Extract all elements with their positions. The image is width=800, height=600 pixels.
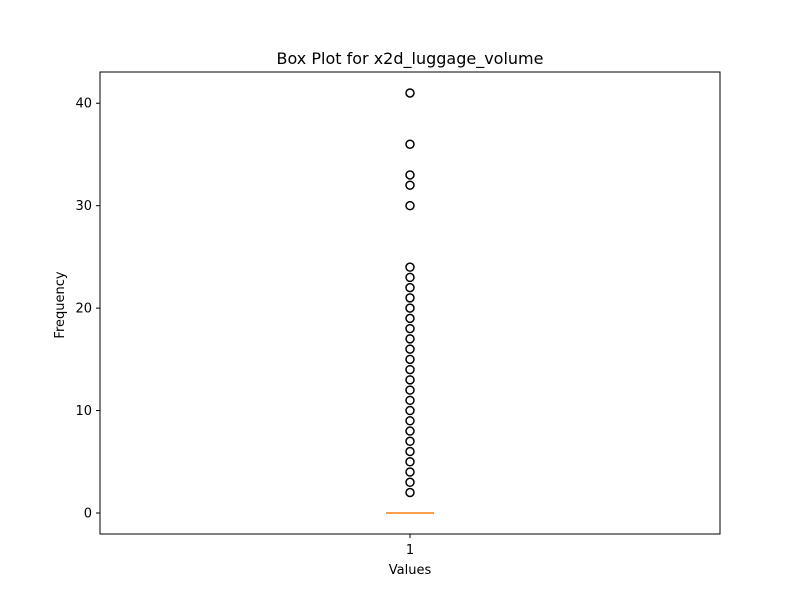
outlier-point xyxy=(405,457,415,467)
outlier-point xyxy=(405,487,415,498)
x-axis-label: Values xyxy=(389,563,432,578)
outlier-point xyxy=(405,416,415,426)
outlier-point xyxy=(405,354,415,365)
outlier-point xyxy=(405,323,415,334)
outlier-point xyxy=(405,293,415,303)
outlier-point xyxy=(405,395,415,406)
outlier-point xyxy=(405,88,415,98)
outlier-point xyxy=(405,375,415,385)
x-tick-label: 1 xyxy=(406,543,414,558)
y-tick-label: 0 xyxy=(84,507,92,522)
outlier-point xyxy=(405,282,415,293)
outlier-point xyxy=(405,446,415,457)
outlier-point xyxy=(405,426,415,436)
chart-title: Box Plot for x2d_luggage_volume xyxy=(277,49,544,69)
y-tick-label: 10 xyxy=(75,404,92,419)
outlier-point xyxy=(405,405,415,416)
outlier-point xyxy=(405,477,415,488)
y-tick-label: 30 xyxy=(75,199,92,214)
outlier-point xyxy=(405,313,415,324)
outlier-point xyxy=(405,262,415,272)
outlier-point xyxy=(405,364,415,375)
outlier-point xyxy=(405,334,415,344)
outlier-point xyxy=(405,272,415,283)
axes-frame xyxy=(99,71,721,535)
outlier-point xyxy=(405,170,415,180)
outlier-point xyxy=(405,385,415,395)
plot-area: 0 10 20 30 40 1 xyxy=(75,88,434,558)
outlier-point xyxy=(405,467,415,477)
outlier-point xyxy=(405,303,415,313)
y-tick-label: 20 xyxy=(75,302,92,317)
y-axis-label: Frequency xyxy=(53,271,68,338)
outlier-point xyxy=(405,200,415,211)
outlier-point xyxy=(405,436,415,447)
outlier-point xyxy=(405,139,415,149)
outlier-point xyxy=(405,344,415,354)
y-tick-label: 40 xyxy=(75,97,92,112)
outlier-point xyxy=(405,180,415,190)
